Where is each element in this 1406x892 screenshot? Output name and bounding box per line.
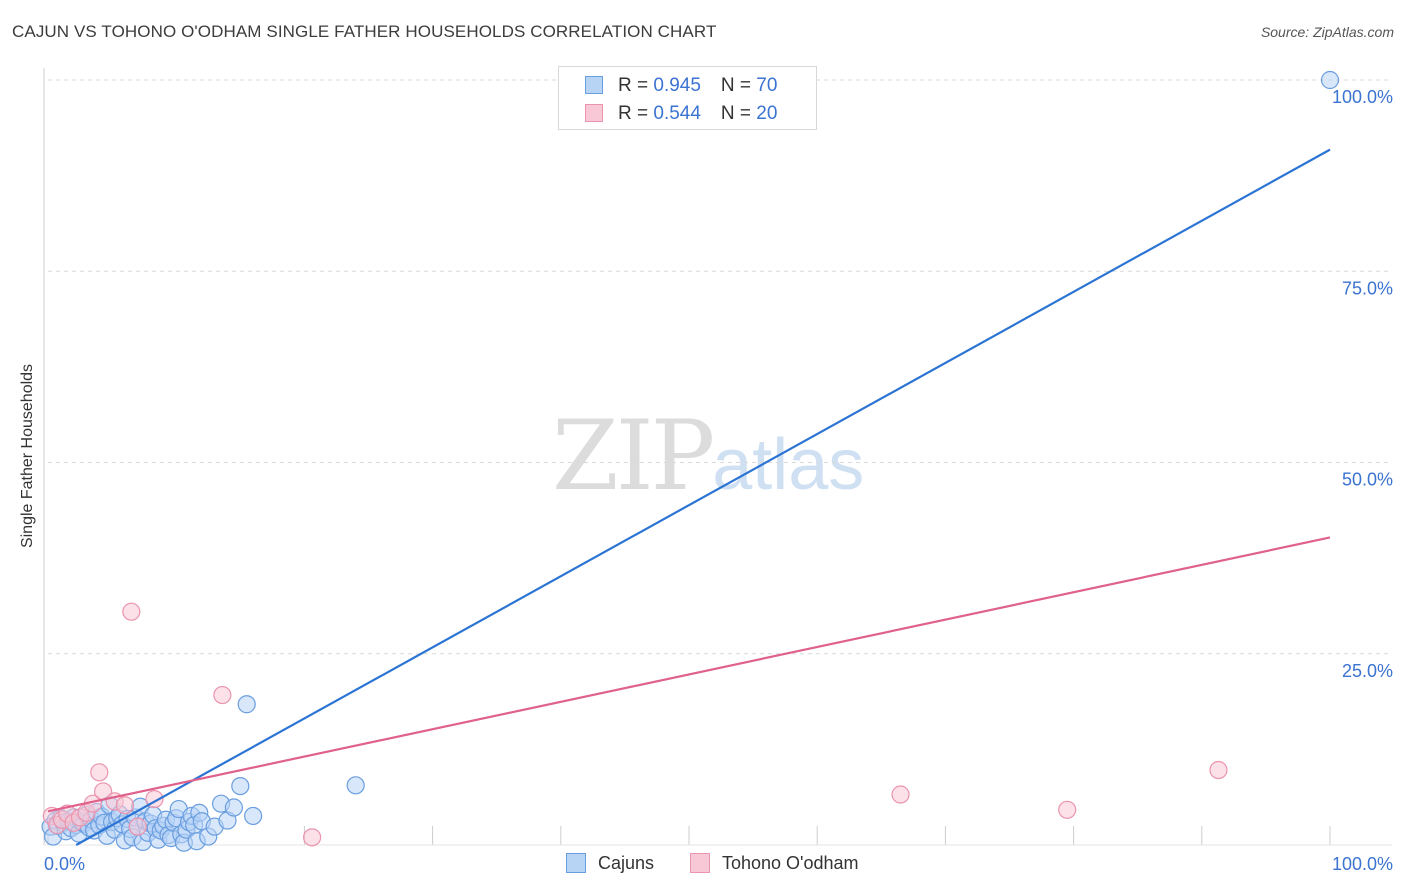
legend-r-value: 0.544 (653, 103, 701, 124)
watermark-atlas: atlas (712, 425, 865, 505)
bottom-legend-label-cajuns: Cajuns (598, 853, 655, 873)
cajun-trend-line (75, 148, 1331, 846)
y-tick-label: 75.0% (1342, 278, 1393, 298)
bottom-legend-label-tohono: Tohono O'odham (722, 853, 859, 873)
chart-title: CAJUN VS TOHONO O'ODHAM SINGLE FATHER HO… (12, 22, 717, 41)
legend-n-label: N = (720, 75, 757, 96)
watermark: ZIPatlas (552, 400, 864, 512)
legend-n-value: 20 (756, 103, 778, 124)
cajun-point (1320, 70, 1340, 90)
tohono-point (1058, 800, 1077, 819)
y-tick-label: 50.0% (1342, 470, 1393, 490)
tohono-point (115, 796, 135, 815)
bottom-legend-swatch-cajuns (566, 853, 586, 873)
x-tick-label: 0.0% (44, 854, 85, 874)
y-tick-label: 100.0% (1332, 87, 1393, 107)
tohono-point (213, 685, 232, 705)
legend-swatch-cajuns (585, 76, 603, 94)
tohono-point (302, 828, 322, 847)
cajun-point (237, 695, 256, 714)
legend-r-label: R = (618, 103, 654, 124)
tohono-point (891, 785, 910, 804)
cajun-point (346, 776, 365, 795)
legend-swatch-tohono (585, 104, 603, 122)
x-tick-label: 100.0% (1332, 854, 1393, 874)
tohono-point (1209, 760, 1228, 780)
cajun-point (244, 806, 263, 826)
cajun-point (231, 776, 250, 796)
bottom-legend-swatch-tohono (690, 853, 710, 873)
watermark-zip: ZIP (552, 400, 715, 512)
cajun-point (224, 798, 243, 817)
legend-box: R = 0.945 N = 70 R = 0.544 N = 20 (558, 66, 817, 130)
tohono-point (128, 817, 147, 836)
legend-n-value: 70 (756, 75, 778, 96)
tohono-trend-line (47, 536, 1331, 813)
legend-r-value: 0.945 (653, 75, 701, 96)
source-credit: Source: ZipAtlas.com (1260, 24, 1394, 40)
tohono-point (122, 602, 141, 621)
legend-n-label: N = (720, 103, 757, 124)
y-tick-label: 25.0% (1342, 661, 1393, 681)
tohono-point (90, 763, 109, 782)
legend-r-label: R = (618, 75, 654, 96)
